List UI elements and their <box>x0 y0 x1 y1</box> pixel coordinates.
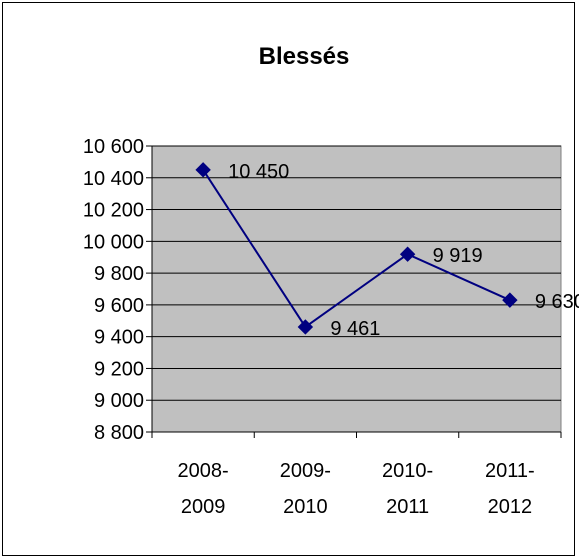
data-label: 9 919 <box>433 245 483 267</box>
x-tick-label: 2010 <box>283 496 328 518</box>
x-tick-label: 2010- <box>382 460 433 482</box>
x-tick-label: 2009- <box>280 460 331 482</box>
x-axis-ticks: 2008- 2009 2009- 2010 2010- 2011 2011- 2012 <box>151 432 562 518</box>
y-tick-label: 9 400 <box>94 327 144 349</box>
x-tick-label: 2012 <box>488 496 533 518</box>
y-tick-label: 10 400 <box>83 168 144 190</box>
y-tick-label: 8 800 <box>94 422 144 444</box>
chart-title: Blessés <box>259 43 350 70</box>
data-markers <box>195 162 518 335</box>
data-labels: 10 450 9 461 9 919 9 630 <box>228 161 579 340</box>
data-point-marker <box>195 162 211 178</box>
y-tick-label: 10 200 <box>83 200 144 222</box>
x-tick-label: 2009 <box>181 496 226 518</box>
y-tick-label: 9 600 <box>94 295 144 317</box>
y-tick-label: 10 600 <box>83 136 144 158</box>
x-tick-label: 2011 <box>386 496 429 518</box>
data-point-marker <box>399 246 416 262</box>
y-tick-label: 9 200 <box>94 358 144 380</box>
x-tick-label: 2008- <box>178 460 229 482</box>
y-tick-label: 9 800 <box>94 263 144 285</box>
plot-area <box>151 145 562 433</box>
data-point-marker <box>297 319 314 335</box>
y-tick-label: 9 000 <box>94 390 144 412</box>
data-point-marker <box>502 292 518 308</box>
x-tick-label: 2011- <box>485 460 535 482</box>
data-label: 9 630 <box>535 291 579 313</box>
data-label: 10 450 <box>228 161 289 183</box>
y-axis-ticks: 8 800 9 000 9 200 9 400 9 600 9 800 10 000 10 2… <box>83 136 152 444</box>
series-line <box>202 169 511 329</box>
data-label: 9 461 <box>330 318 380 340</box>
y-tick-label: 10 000 <box>83 231 144 253</box>
